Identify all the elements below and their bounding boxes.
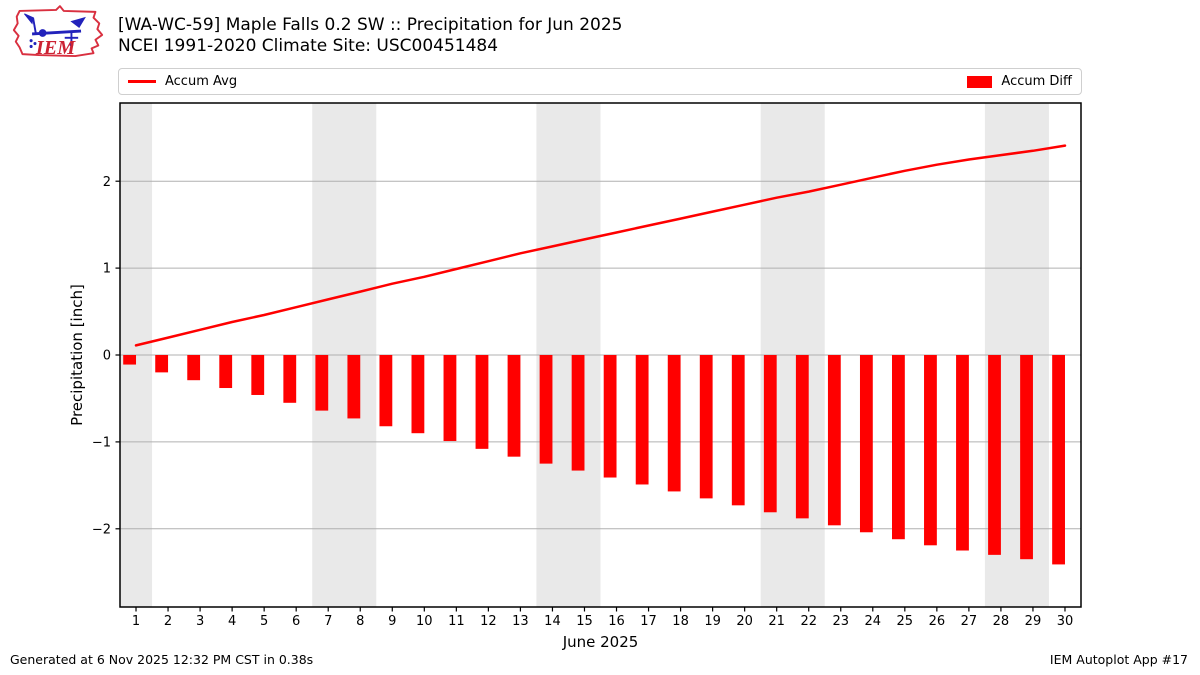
x-tick-label: 6: [292, 614, 300, 629]
x-tick-label: 4: [228, 614, 236, 629]
x-tick-label: 22: [800, 614, 817, 629]
x-tick-label: 19: [704, 614, 721, 629]
accum-diff-bar: [827, 355, 841, 526]
x-tick-label: 28: [993, 614, 1010, 629]
accum-diff-bar: [667, 355, 681, 492]
x-tick-label: 9: [388, 614, 396, 629]
iem-logo-text: IEM: [35, 37, 76, 59]
accum-diff-bar: [539, 355, 553, 464]
x-tick-label: 30: [1057, 614, 1074, 629]
x-tick-label: 26: [929, 614, 946, 629]
y-tick-label: −1: [92, 435, 111, 450]
x-tick-label: 17: [640, 614, 657, 629]
x-tick-label: 7: [324, 614, 332, 629]
x-tick-label: 23: [832, 614, 849, 629]
generated-timestamp: Generated at 6 Nov 2025 12:32 PM CST in …: [10, 652, 314, 667]
accum-diff-bar: [635, 355, 649, 485]
accum-diff-bar: [283, 355, 297, 403]
accum-diff-bar: [219, 355, 233, 389]
accum-diff-bar: [1020, 355, 1033, 560]
accum-diff-bar: [795, 355, 809, 519]
accum-diff-bar: [892, 355, 905, 540]
legend-item-accum-diff: Accum Diff: [967, 74, 1072, 89]
chart-title-block: [WA-WC-59] Maple Falls 0.2 SW :: Precipi…: [118, 15, 622, 57]
x-tick-label: 15: [576, 614, 593, 629]
accum-diff-bar: [347, 355, 361, 419]
x-tick-label: 14: [544, 614, 561, 629]
y-tick-label: 2: [103, 175, 111, 190]
accum-diff-bar: [507, 355, 521, 457]
x-tick-label: 29: [1025, 614, 1042, 629]
accum-diff-bar: [187, 355, 201, 381]
accum-diff-bar: [763, 355, 777, 513]
accum-diff-bar: [315, 355, 329, 411]
x-tick-label: 5: [260, 614, 268, 629]
accum-avg-line: [134, 144, 1067, 347]
accum-diff-bar: [731, 355, 745, 506]
x-tick-label: 25: [897, 614, 914, 629]
legend-item-accum-avg: Accum Avg: [128, 74, 237, 89]
accum-diff-bar: [443, 355, 457, 442]
legend: Accum Avg Accum Diff: [118, 68, 1082, 95]
x-tick-label: 16: [608, 614, 625, 629]
y-tick-label: −2: [92, 522, 111, 537]
chart-subtitle: NCEI 1991-2020 Climate Site: USC00451484: [118, 36, 499, 56]
x-tick-label: 24: [865, 614, 882, 629]
accum-diff-bar: [699, 355, 713, 499]
x-tick-label: 27: [961, 614, 978, 629]
x-tick-label: 3: [196, 614, 204, 629]
accum-diff-bar: [988, 355, 1001, 555]
x-tick-label: 20: [736, 614, 753, 629]
y-tick-label: 1: [103, 262, 111, 277]
x-tick-label: 8: [356, 614, 364, 629]
accum-diff-bar: [571, 355, 585, 471]
accum-diff-bar: [924, 355, 937, 546]
x-tick-label: 21: [768, 614, 785, 629]
accum-diff-bar: [603, 355, 617, 478]
x-tick-label: 1: [132, 614, 140, 629]
accum-diff-bar: [123, 355, 137, 365]
accum-diff-bar: [859, 355, 873, 533]
x-tick-label: 13: [512, 614, 529, 629]
accum-diff-bar: [155, 355, 169, 373]
x-tick-label: 11: [448, 614, 465, 629]
x-tick-label: 2: [164, 614, 172, 629]
x-tick-label: 18: [672, 614, 689, 629]
iem-logo: IEM: [12, 5, 104, 59]
autoplot-app-ref: IEM Autoplot App #17: [1049, 652, 1188, 667]
accum-diff-bar: [411, 355, 425, 434]
accum-diff-bar: [475, 355, 489, 449]
x-tick-label: 10: [416, 614, 433, 629]
legend-label-accum-avg: Accum Avg: [165, 74, 238, 89]
accum-diff-bar-swatch-icon: [967, 75, 993, 88]
legend-label-accum-diff: Accum Diff: [1001, 74, 1072, 89]
x-tick-label: 12: [480, 614, 497, 629]
x-axis-label: June 2025: [562, 633, 639, 651]
weather-instrument-icon: [24, 13, 86, 48]
accum-diff-bar: [379, 355, 393, 427]
chart-title: [WA-WC-59] Maple Falls 0.2 SW :: Precipi…: [118, 15, 623, 35]
y-tick-label: 0: [103, 349, 111, 364]
y-axis-label: Precipitation [inch]: [68, 284, 86, 426]
accum-diff-bar: [251, 355, 265, 395]
accum-diff-bar: [1052, 355, 1065, 565]
accum-diff-bar: [956, 355, 969, 551]
accum-avg-line-swatch-icon: [128, 80, 156, 83]
